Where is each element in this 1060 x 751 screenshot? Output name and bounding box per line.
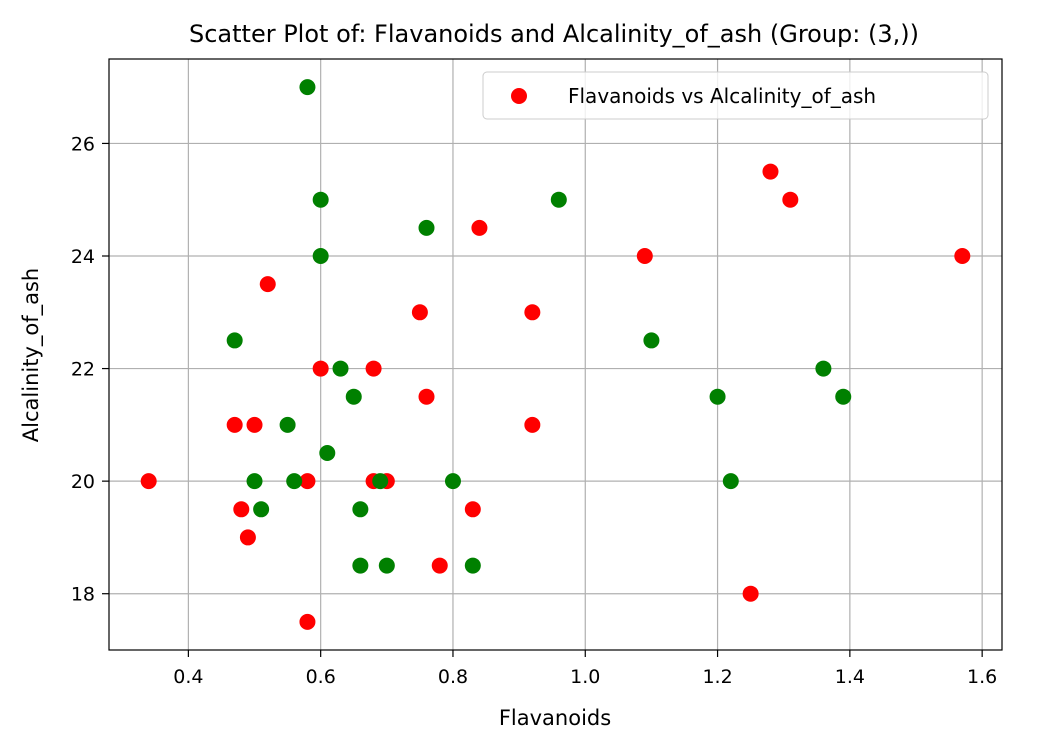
- y-tick-label: 22: [71, 359, 95, 381]
- scatter-point-red: [762, 163, 779, 180]
- scatter-point-green: [722, 473, 739, 490]
- scatter-point-red: [259, 276, 276, 293]
- scatter-point-red: [299, 613, 316, 630]
- chart-title: Scatter Plot of: Flavanoids and Alcalini…: [189, 20, 919, 48]
- scatter-point-green: [319, 445, 336, 461]
- scatter-point-green: [312, 191, 329, 208]
- x-tick-label: 1.4: [835, 666, 865, 688]
- scatter-point-green: [352, 501, 369, 518]
- scatter-point-red: [239, 529, 256, 546]
- grid-lines: [109, 59, 1002, 650]
- y-tick-label: 24: [71, 246, 95, 268]
- scatter-point-green: [246, 473, 263, 490]
- scatter-point-green: [279, 416, 296, 433]
- scatter-point-green: [345, 388, 362, 405]
- scatter-point-green: [286, 473, 303, 490]
- scatter-point-red: [411, 304, 428, 321]
- scatter-point-red: [140, 473, 157, 490]
- x-tick-label: 1.0: [570, 666, 600, 688]
- scatter-point-red: [782, 191, 799, 208]
- x-tick-label: 0.6: [306, 666, 336, 688]
- axis-ticks: 0.4 0.6 0.8 1.0 1.2 1.4 1.6 18 20 22 24 26: [71, 133, 997, 688]
- legend-marker: [511, 88, 527, 104]
- scatter-point-red: [464, 501, 481, 518]
- legend-box: [482, 71, 989, 120]
- legend-label: Flavanoids vs Alcalinity_of_ash: [568, 84, 876, 108]
- data-points: [140, 79, 971, 630]
- scatter-point-green: [464, 557, 481, 574]
- scatter-point-red: [636, 248, 653, 264]
- scatter-point-red: [524, 304, 541, 321]
- scatter-point-red: [312, 360, 329, 377]
- scatter-point-green: [835, 388, 852, 405]
- scatter-point-green: [418, 219, 435, 236]
- scatter-point-red: [954, 248, 971, 264]
- scatter-point-green: [550, 191, 567, 208]
- scatter-point-green: [299, 79, 316, 96]
- scatter-point-green: [253, 501, 270, 518]
- scatter-point-green: [444, 473, 461, 490]
- plot-frame: [108, 58, 1003, 651]
- y-tick-label: 20: [71, 471, 95, 493]
- scatter-point-red: [471, 219, 488, 236]
- x-tick-label: 1.6: [967, 666, 997, 688]
- y-axis-label: Alcalinity_of_ash: [19, 268, 44, 442]
- scatter-point-green: [226, 332, 243, 349]
- scatter-point-green: [332, 360, 349, 377]
- scatter-point-green: [815, 360, 832, 377]
- scatter-point-red: [524, 416, 541, 433]
- scatter-point-green: [352, 557, 369, 574]
- scatter-point-red: [299, 473, 316, 490]
- legend: Flavanoids vs Alcalinity_of_ash: [482, 71, 989, 120]
- x-axis-label: Flavanoids: [499, 706, 611, 730]
- scatter-point-red: [431, 557, 448, 574]
- x-tick-label: 0.8: [438, 666, 468, 688]
- scatter-point-red: [233, 501, 250, 518]
- scatter-point-green: [643, 332, 660, 349]
- scatter-point-red: [418, 388, 435, 405]
- scatter-point-green: [709, 388, 726, 405]
- scatter-point-red: [365, 360, 382, 377]
- scatter-point-red: [226, 416, 243, 433]
- scatter-point-green: [378, 557, 395, 574]
- scatter-point-green: [372, 473, 389, 490]
- y-tick-label: 26: [71, 133, 95, 155]
- scatter-point-green: [312, 248, 329, 264]
- x-tick-label: 1.2: [702, 666, 732, 688]
- x-tick-label: 0.4: [173, 666, 203, 688]
- scatter-point-red: [742, 585, 759, 602]
- y-tick-label: 18: [71, 584, 95, 606]
- scatter-point-red: [246, 416, 263, 433]
